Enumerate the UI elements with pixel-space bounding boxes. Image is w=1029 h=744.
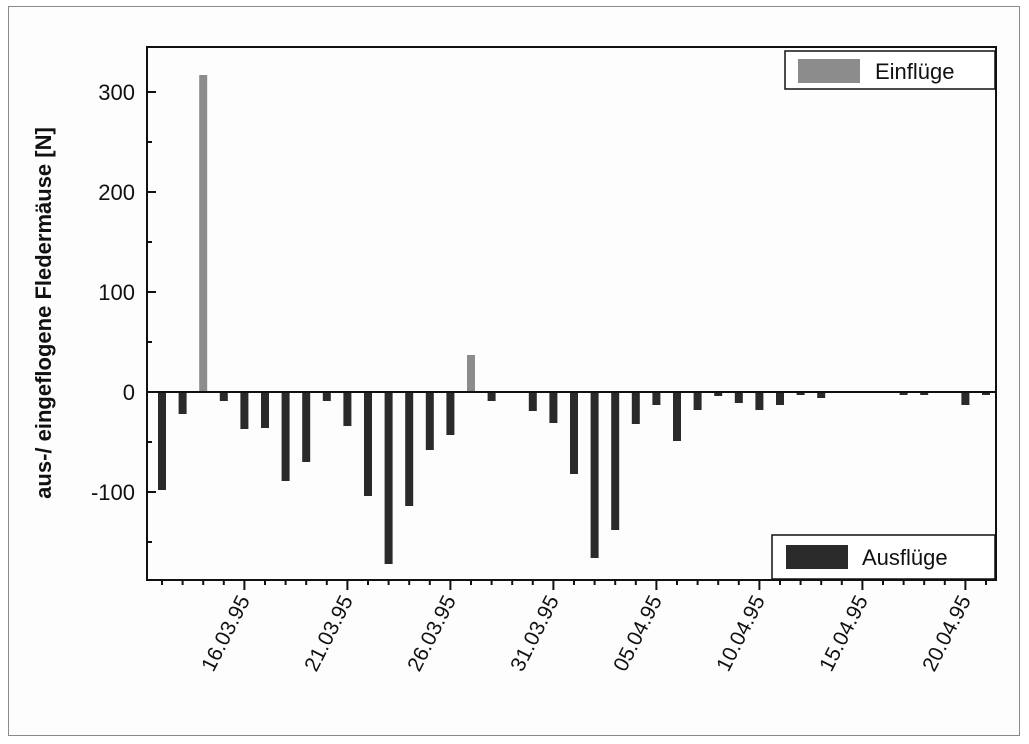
bar-ausfluege-08.04.95 — [714, 392, 723, 396]
bar-ausfluege-04.04.95 — [631, 392, 640, 424]
bar-ausfluege-12.03.95 — [158, 392, 166, 490]
x-tick-label: 15.04.95 — [815, 592, 873, 675]
bar-ausfluege-09.04.95 — [734, 392, 743, 403]
x-tick-label: 10.04.95 — [712, 592, 770, 675]
plot-area — [146, 46, 997, 581]
legend-swatch-einfluege — [798, 59, 860, 83]
bar-ausfluege-11.04.95 — [776, 392, 784, 405]
bar-ausfluege-22.03.95 — [364, 392, 372, 496]
axes-group: 300 200 100 0 -100 16.03.95 21.03.95 26.03.95 31… — [91, 80, 996, 675]
legend-einfluege: Einflüge — [784, 50, 996, 90]
x-tick-label: 26.03.95 — [403, 592, 461, 675]
legend-label-einfluege: Einflüge — [875, 59, 955, 84]
bar-ausfluege-28.03.95 — [487, 392, 496, 401]
bar-ausfluege-05.04.95 — [652, 392, 661, 405]
y-tick-label: 200 — [98, 180, 135, 205]
bar-ausfluege-17.03.95 — [261, 392, 269, 428]
x-tick-label: 31.03.95 — [506, 592, 564, 675]
bar-ausfluege-18.04.95 — [920, 392, 929, 395]
y-tick-label: 300 — [98, 80, 135, 105]
bar-ausfluege-01.04.95 — [570, 392, 578, 474]
bar-ausfluege-13.03.95 — [178, 392, 187, 414]
legend-label-ausfluege: Ausflüge — [862, 545, 948, 570]
bar-ausfluege-20.03.95 — [322, 392, 331, 401]
bar-ausfluege-17.04.95 — [899, 392, 908, 395]
legend-swatch-ausfluege — [786, 545, 848, 569]
bar-ausfluege-15.03.95 — [219, 392, 228, 401]
x-tick-label: 20.04.95 — [918, 592, 976, 675]
chart-frame: 300 200 100 0 -100 16.03.95 21.03.95 26.03.95 31… — [8, 6, 1020, 736]
bar-ausfluege-16.03.95 — [240, 392, 249, 429]
bar-ausfluege-19.03.95 — [302, 392, 311, 462]
bar-einfluege-14.03.95 — [199, 75, 208, 392]
bar-ausfluege-13.04.95 — [817, 392, 826, 398]
bar-ausfluege-20.04.95 — [961, 392, 970, 405]
bar-ausfluege-07.04.95 — [693, 392, 702, 410]
legend-ausfluege: Ausflüge — [771, 534, 996, 580]
bar-ausfluege-30.03.95 — [528, 392, 537, 411]
bar-ausfluege-12.04.95 — [796, 392, 805, 395]
bar-ausfluege-26.03.95 — [446, 392, 455, 435]
bars-group — [158, 75, 990, 564]
bar-ausfluege-03.04.95 — [611, 392, 620, 530]
bar-einfluege-27.03.95 — [467, 355, 475, 392]
y-tick-label: -100 — [91, 480, 135, 505]
y-tick-label: 0 — [123, 380, 135, 405]
x-tick-label: 21.03.95 — [300, 592, 358, 675]
bar-chart: 300 200 100 0 -100 16.03.95 21.03.95 26.03.95 31… — [31, 46, 997, 675]
bar-ausfluege-23.03.95 — [384, 392, 393, 564]
x-tick-label: 05.04.95 — [609, 592, 667, 675]
bar-ausfluege-06.04.95 — [673, 392, 681, 441]
bar-ausfluege-18.03.95 — [281, 392, 290, 481]
bar-ausfluege-24.03.95 — [405, 392, 414, 506]
bar-ausfluege-21.03.95 — [343, 392, 352, 426]
bar-ausfluege-31.03.95 — [549, 392, 558, 423]
bar-ausfluege-25.03.95 — [425, 392, 434, 450]
x-tick-label: 16.03.95 — [197, 592, 255, 675]
bar-ausfluege-10.04.95 — [755, 392, 764, 410]
bar-ausfluege-21.04.95 — [982, 392, 990, 395]
y-tick-label: 100 — [98, 280, 135, 305]
y-axis-label: aus-/ eingeflogene Fledermäuse [N] — [31, 127, 56, 499]
bar-ausfluege-02.04.95 — [590, 392, 599, 558]
